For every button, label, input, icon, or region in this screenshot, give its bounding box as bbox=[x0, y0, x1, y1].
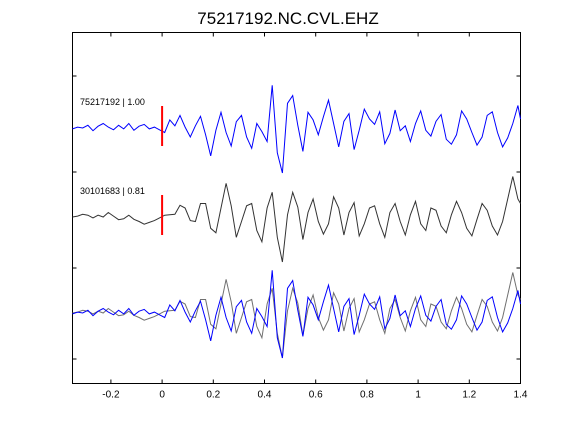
trace-line-1 bbox=[72, 176, 521, 263]
trace-label-0: 75217192 | 1.00 bbox=[80, 97, 145, 107]
x-tick-label: 1 bbox=[415, 390, 421, 401]
waveform-traces bbox=[72, 85, 521, 359]
x-tick-label: 0 bbox=[159, 390, 165, 401]
plot-area bbox=[72, 32, 521, 384]
x-tick-label: 1.2 bbox=[462, 390, 476, 401]
trace-line-0 bbox=[72, 85, 521, 174]
overlay-trace-blue bbox=[72, 270, 521, 359]
chart-title: 75217192.NC.CVL.EHZ bbox=[197, 9, 378, 28]
x-tick-label: 0.4 bbox=[258, 390, 272, 401]
x-tick-label: 0.2 bbox=[206, 390, 220, 401]
x-tick-label: 0.6 bbox=[309, 390, 323, 401]
overlay-trace-gray bbox=[72, 272, 521, 359]
y-axis-ticks bbox=[72, 75, 521, 360]
trace-label-1: 30101683 | 0.81 bbox=[80, 186, 145, 196]
x-axis: -0.2 0 0.2 0.4 0.6 0.8 1 1.2 1.4 bbox=[102, 32, 528, 401]
x-tick-label: -0.2 bbox=[102, 390, 120, 401]
trace-labels: 75217192 | 1.00 30101683 | 0.81 bbox=[80, 97, 145, 196]
x-tick-label: 0.8 bbox=[360, 390, 374, 401]
x-tick-label: 1.4 bbox=[514, 390, 528, 401]
